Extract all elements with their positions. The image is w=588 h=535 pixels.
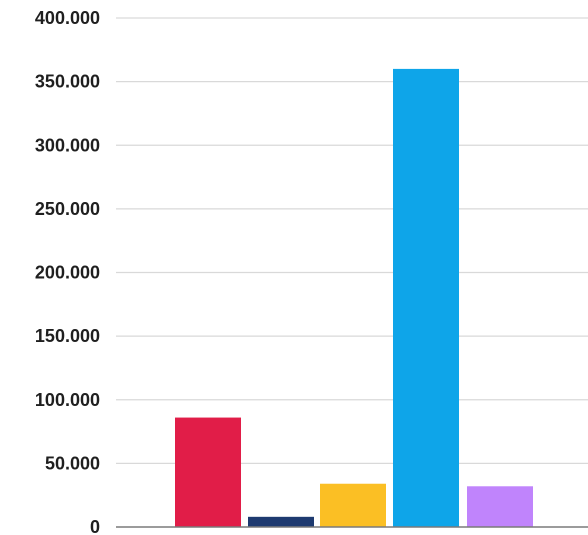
y-tick-label: 250.000 [35, 199, 100, 219]
y-tick-label: 50.000 [45, 453, 100, 473]
y-tick-label: 350.000 [35, 72, 100, 92]
y-axis-labels: 400.000 350.000 300.000 250.000 200.000 150.0… [35, 8, 100, 535]
grid-layer [116, 17, 588, 464]
bar [320, 483, 386, 527]
y-tick-label: 150.000 [35, 326, 100, 346]
y-tick-label: 0 [90, 517, 100, 535]
bar [467, 486, 533, 527]
bar-layer [175, 68, 533, 528]
bar [175, 417, 241, 527]
y-tick-label: 300.000 [35, 135, 100, 155]
y-tick-label: 100.000 [35, 390, 100, 410]
bar [248, 516, 314, 527]
y-tick-label: 200.000 [35, 263, 100, 283]
bar [393, 68, 459, 528]
y-tick-label: 400.000 [35, 8, 100, 28]
